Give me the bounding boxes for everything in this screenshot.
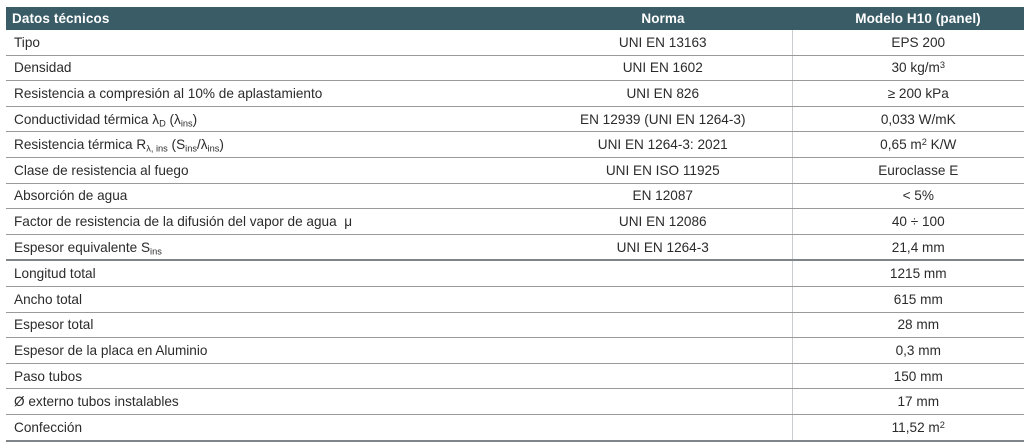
table-row: Espesor de la placa en Aluminio 0,3 mm [6,337,1024,364]
row-model-value: < 5% [791,183,1024,210]
row-label: Espesor total [6,312,534,339]
row-model-value: 615 mm [791,286,1024,313]
row-model-value: 11,52 m2 [791,414,1024,442]
row-label: Espesor de la placa en Aluminio [6,337,534,364]
row-norma-value: UNI EN 1602 [534,55,792,82]
row-label: Ø externo tubos instalables [6,388,534,415]
row-label: Ancho total [6,286,534,313]
row-norma-value: UNI EN ISO 11925 [534,157,792,184]
table-row: Paso tubos 150 mm [6,363,1024,390]
row-label: Tipo [6,30,534,56]
table-body: Tipo UNI EN 13163 EPS 200 Densidad UNI EN 16… [6,30,1024,442]
row-model-value: ≥ 200 kPa [791,80,1024,107]
row-norma-value [534,388,792,415]
row-label: Densidad [6,55,534,82]
table-row: Resistencia térmica Rλ, ins (Sins/λins) U… [6,131,1024,158]
row-label: Clase de resistencia al fuego [6,157,534,184]
row-model-value: EPS 200 [791,30,1024,56]
row-norma-value [534,337,792,364]
row-model-value: 0,65 m2 K/W [791,131,1024,158]
row-label: Factor de resistencia de la difusión del… [6,208,534,235]
row-model-value: 40 ÷ 100 [791,208,1024,235]
row-norma-value: UNI EN 826 [534,80,792,107]
row-norma-value: EN 12087 [534,183,792,210]
row-norma-value: UNI EN 1264-3: 2021 [534,131,792,158]
row-norma-value [534,312,792,339]
table-row: Factor de resistencia de la difusión del… [6,208,1024,235]
row-label: Conductividad térmica λD (λins) [6,106,534,133]
row-norma-value [534,414,792,442]
row-label: Absorción de agua [6,183,534,210]
table-row: Tipo UNI EN 13163 EPS 200 [6,30,1024,56]
technical-data-table: Datos técnicos Norma Modelo H10 (panel) … [6,7,1024,442]
row-model-value: 0,3 mm [791,337,1024,364]
table-row: Espesor total 28 mm [6,312,1024,339]
column-header-norma: Norma [534,7,792,30]
table-row: Espesor equivalente Sins UNI EN 1264-3 21,… [6,234,1024,262]
row-model-value: 150 mm [791,363,1024,390]
table-header: Datos técnicos Norma Modelo H10 (panel) [6,7,1024,30]
column-header-datos-tecnicos: Datos técnicos [6,7,534,30]
table-row: Densidad UNI EN 1602 30 kg/m3 [6,55,1024,82]
row-label: Paso tubos [6,363,534,390]
column-header-modelo-h10: Modelo H10 (panel) [792,7,1024,30]
row-norma-value: EN 12939 (UNI EN 1264-3) [534,106,792,133]
row-model-value: 0,033 W/mK [791,106,1024,133]
technical-data-table-container: Datos técnicos Norma Modelo H10 (panel) … [6,7,1024,442]
row-norma-value: UNI EN 13163 [534,30,792,56]
row-norma-value [534,286,792,313]
table-row: Confección 11,52 m2 [6,414,1024,442]
row-label: Resistencia térmica Rλ, ins (Sins/λins) [6,131,534,158]
table-row: Ø externo tubos instalables 17 mm [6,388,1024,415]
row-model-value: 28 mm [791,312,1024,339]
row-norma-value [534,363,792,390]
row-model-value: 30 kg/m3 [791,55,1024,82]
row-label: Espesor equivalente Sins [6,234,534,262]
table-header-row: Datos técnicos Norma Modelo H10 (panel) [6,7,1024,30]
row-norma-value: UNI EN 12086 [534,208,792,235]
table-row: Conductividad térmica λD (λins) EN 12939 … [6,106,1024,133]
row-label: Confección [6,414,534,442]
row-model-value: 1215 mm [791,260,1024,287]
table-row: Absorción de agua EN 12087 < 5% [6,183,1024,210]
table-row: Resistencia a compresión al 10% de aplas… [6,80,1024,107]
row-norma-value [534,260,792,287]
row-norma-value: UNI EN 1264-3 [534,234,792,262]
row-label: Longitud total [6,260,534,287]
table-row: Clase de resistencia al fuego UNI EN ISO … [6,157,1024,184]
row-model-value: 17 mm [791,388,1024,415]
row-label: Resistencia a compresión al 10% de aplas… [6,80,534,107]
row-model-value: Euroclasse E [791,157,1024,184]
table-row: Longitud total 1215 mm [6,260,1024,287]
row-model-value: 21,4 mm [791,234,1024,262]
table-row: Ancho total 615 mm [6,286,1024,313]
